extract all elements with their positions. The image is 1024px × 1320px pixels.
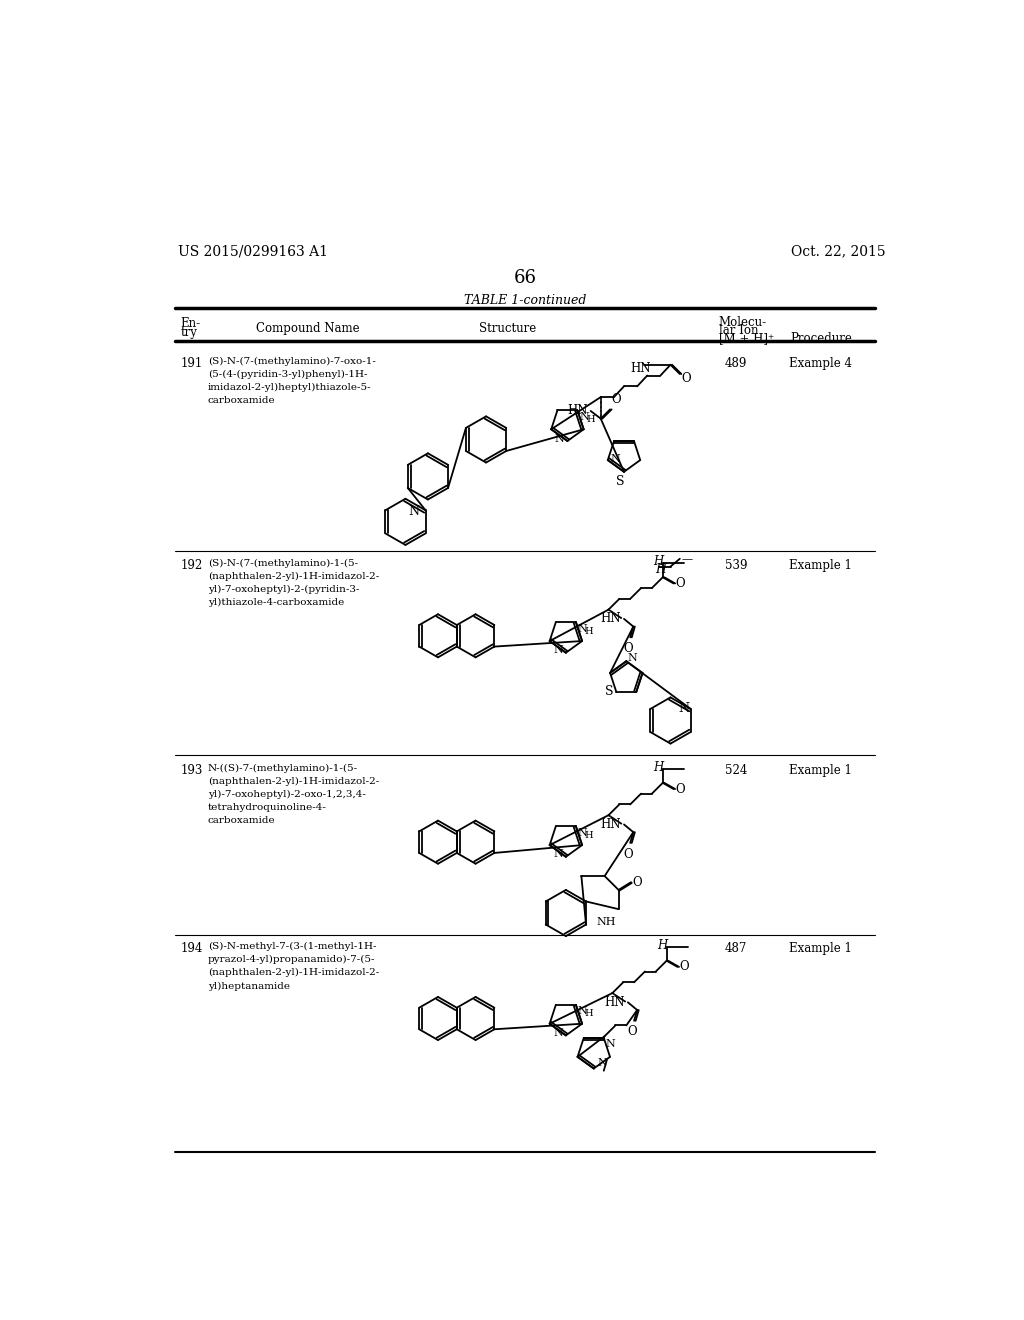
Text: 487: 487 [725,942,748,956]
Text: HN: HN [600,818,621,832]
Text: H: H [585,1010,593,1019]
Text: 191: 191 [180,358,203,370]
Text: TABLE 1-continued: TABLE 1-continued [464,294,586,308]
Text: US 2015/0299163 A1: US 2015/0299163 A1 [178,244,329,259]
Text: 66: 66 [513,268,537,286]
Text: Example 1: Example 1 [790,942,852,956]
Text: N: N [578,1006,587,1016]
Text: O: O [675,577,685,590]
Text: H: H [653,556,664,569]
Text: Molecu-: Molecu- [719,317,767,329]
Text: NH: NH [596,917,615,927]
Text: HN: HN [567,404,588,417]
Text: N: N [628,653,638,663]
Text: [M + H]⁺: [M + H]⁺ [719,331,774,345]
Text: H: H [653,760,664,774]
Text: 524: 524 [725,763,748,776]
Text: H: H [586,414,595,424]
Text: N: N [678,702,689,715]
Text: H: H [657,939,668,952]
Text: N: N [409,506,420,519]
Text: Oct. 22, 2015: Oct. 22, 2015 [791,244,886,259]
Text: N: N [555,434,564,444]
Text: (S)-N-(7-(methylamino)-7-oxo-1-
(5-(4-(pyridin-3-yl)phenyl)-1H-
imidazol-2-yl)he: (S)-N-(7-(methylamino)-7-oxo-1- (5-(4-(p… [208,358,376,405]
Text: HN: HN [600,612,621,626]
Text: 539: 539 [725,558,748,572]
Text: O: O [624,642,634,655]
Text: —: — [681,554,692,564]
Text: HN: HN [630,362,650,375]
Text: H: H [585,627,593,636]
Text: N: N [578,623,587,634]
Text: 194: 194 [180,942,203,956]
Text: N: N [553,850,563,859]
Text: H: H [655,564,666,577]
Text: Example 1: Example 1 [790,558,852,572]
Text: try: try [180,326,198,339]
Text: Example 4: Example 4 [790,358,852,370]
Text: Structure: Structure [479,322,537,335]
Text: 489: 489 [725,358,748,370]
Text: 193: 193 [180,763,203,776]
Text: lar Ion: lar Ion [719,323,758,337]
Text: N: N [553,1028,563,1038]
Text: O: O [675,783,685,796]
Text: H: H [585,830,593,840]
Text: Example 1: Example 1 [790,763,852,776]
Text: (S)-N-methyl-7-(3-(1-methyl-1H-
pyrazol-4-yl)propanamido)-7-(5-
(naphthalen-2-yl: (S)-N-methyl-7-(3-(1-methyl-1H- pyrazol-… [208,942,379,990]
Text: O: O [679,961,689,973]
Text: Compound Name: Compound Name [256,322,359,335]
Text: En-: En- [180,317,201,330]
Text: S: S [605,685,613,698]
Text: N: N [605,1039,615,1049]
Text: O: O [624,847,634,861]
Text: N: N [578,828,587,838]
Text: O: O [628,1026,637,1039]
Text: N: N [553,645,563,656]
Text: N: N [579,412,589,422]
Text: 192: 192 [180,558,203,572]
Text: O: O [681,372,691,385]
Text: O: O [611,393,622,407]
Text: O: O [633,875,642,888]
Text: N: N [610,454,620,463]
Text: (S)-N-(7-(methylamino)-1-(5-
(naphthalen-2-yl)-1H-imidazol-2-
yl)-7-oxoheptyl)-2: (S)-N-(7-(methylamino)-1-(5- (naphthalen… [208,558,379,607]
Text: N-((S)-7-(methylamino)-1-(5-
(naphthalen-2-yl)-1H-imidazol-2-
yl)-7-oxoheptyl)-2: N-((S)-7-(methylamino)-1-(5- (naphthalen… [208,763,379,825]
Text: S: S [615,475,625,488]
Text: Procedure: Procedure [791,331,853,345]
Text: N: N [597,1059,607,1068]
Text: HN: HN [604,995,625,1008]
